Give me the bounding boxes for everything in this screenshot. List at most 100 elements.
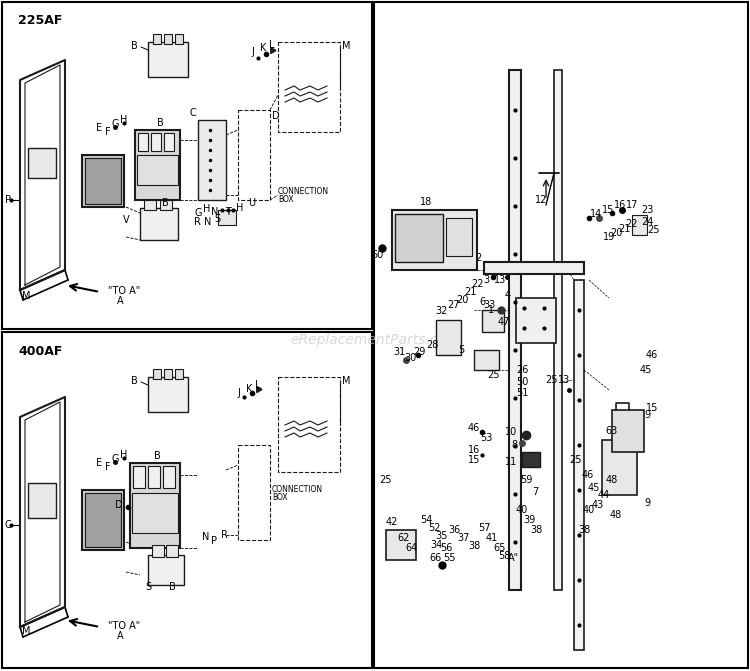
Bar	[484, 262, 584, 274]
Bar	[153, 369, 161, 379]
Bar	[164, 34, 172, 44]
Text: 51: 51	[516, 388, 528, 398]
Bar	[164, 133, 174, 151]
Text: 25: 25	[546, 375, 558, 385]
Text: M: M	[342, 41, 350, 51]
Text: 30: 30	[404, 353, 416, 363]
Text: 400AF: 400AF	[18, 345, 62, 358]
Text: H: H	[203, 204, 211, 214]
Bar	[395, 214, 443, 262]
Text: 55: 55	[442, 553, 455, 563]
Text: M: M	[22, 291, 31, 301]
Text: 42: 42	[386, 517, 398, 527]
Text: 60: 60	[370, 250, 383, 260]
Text: 10: 10	[505, 427, 517, 437]
Text: 48: 48	[606, 475, 618, 485]
Text: 35: 35	[436, 531, 448, 541]
Text: BOX: BOX	[272, 493, 288, 503]
Text: 45: 45	[640, 365, 652, 375]
Text: 33: 33	[483, 300, 495, 310]
Text: 31: 31	[393, 347, 405, 357]
Text: 11: 11	[505, 457, 517, 467]
Text: 45: 45	[588, 483, 600, 493]
Bar	[198, 120, 226, 200]
Text: 7: 7	[532, 487, 538, 497]
Text: CONNECTION: CONNECTION	[278, 187, 329, 197]
Text: U: U	[248, 198, 256, 208]
Bar	[632, 215, 647, 235]
Bar	[166, 545, 178, 557]
Text: B: B	[169, 582, 176, 592]
Text: V: V	[123, 215, 130, 225]
Text: 58: 58	[498, 551, 510, 561]
Bar	[602, 440, 637, 495]
Bar	[238, 445, 270, 540]
Text: 40: 40	[583, 505, 596, 515]
Text: B: B	[162, 198, 168, 208]
Text: 38: 38	[530, 525, 542, 535]
Bar	[574, 280, 584, 650]
Bar	[137, 155, 178, 185]
Text: 21: 21	[618, 224, 630, 234]
Bar	[138, 133, 148, 151]
Text: 39: 39	[523, 515, 536, 525]
Text: 6: 6	[479, 297, 485, 307]
Text: 28: 28	[426, 340, 438, 350]
Text: T: T	[225, 207, 231, 217]
Bar	[2, 332, 372, 668]
Text: K: K	[260, 43, 266, 53]
Text: 36: 36	[448, 525, 460, 535]
Text: 37: 37	[458, 533, 470, 543]
Text: B: B	[131, 376, 138, 386]
Text: 225AF: 225AF	[18, 14, 62, 27]
Text: M: M	[342, 376, 350, 386]
Bar	[152, 545, 164, 557]
Text: 46: 46	[468, 423, 480, 433]
Text: P: P	[211, 536, 217, 546]
Bar	[148, 42, 188, 77]
Bar	[135, 130, 180, 200]
Text: 5: 5	[458, 345, 464, 355]
Text: 44: 44	[598, 490, 610, 500]
Bar	[2, 2, 372, 329]
Bar	[133, 466, 145, 488]
Text: "TO A": "TO A"	[108, 621, 140, 631]
Bar	[175, 369, 183, 379]
Text: 20: 20	[610, 228, 622, 238]
Text: 29: 29	[413, 347, 425, 357]
Text: G: G	[111, 119, 118, 129]
Text: 25: 25	[648, 225, 660, 235]
Text: 41: 41	[486, 533, 498, 543]
Text: 16: 16	[468, 445, 480, 455]
Text: eReplacementParts.com: eReplacementParts.com	[290, 333, 460, 347]
Bar	[374, 2, 748, 668]
Text: 52: 52	[427, 523, 440, 533]
Text: A: A	[117, 296, 123, 306]
Text: L: L	[269, 40, 274, 50]
Bar	[516, 298, 556, 343]
Text: G: G	[111, 454, 118, 464]
Text: 22: 22	[472, 279, 484, 289]
Text: F: F	[105, 127, 111, 137]
Text: C: C	[4, 520, 11, 530]
Text: J: J	[251, 47, 254, 57]
Bar	[522, 452, 540, 467]
Bar	[164, 369, 172, 379]
Text: N: N	[202, 532, 210, 542]
Bar	[132, 493, 178, 533]
Text: 22: 22	[626, 219, 638, 229]
Bar	[148, 555, 184, 585]
Text: 50: 50	[516, 377, 528, 387]
Text: N: N	[211, 207, 219, 217]
Text: CONNECTION: CONNECTION	[272, 486, 323, 495]
Text: 63: 63	[606, 426, 618, 436]
Text: 25: 25	[488, 370, 500, 380]
Text: C: C	[189, 108, 196, 118]
Text: 9: 9	[644, 410, 650, 420]
Text: 34: 34	[430, 540, 442, 550]
Bar	[554, 70, 562, 590]
Text: 12: 12	[535, 195, 548, 205]
Text: 47: 47	[498, 317, 510, 327]
Bar	[151, 133, 161, 151]
Bar	[85, 493, 121, 547]
